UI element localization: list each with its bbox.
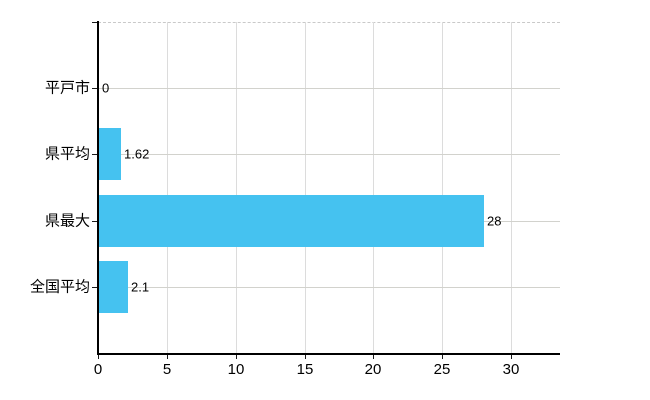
x-axis-tick bbox=[373, 353, 374, 359]
category-label: 県最大 bbox=[44, 212, 90, 230]
gridline-horizontal bbox=[98, 88, 560, 89]
x-axis-tick-label: 25 bbox=[433, 361, 451, 378]
bar bbox=[99, 261, 128, 313]
x-axis-tick-label: 30 bbox=[502, 361, 520, 378]
bar-value-label: 2.1 bbox=[131, 279, 150, 295]
bar bbox=[99, 128, 121, 180]
bar-value-label: 1.62 bbox=[124, 146, 150, 162]
category-label: 県平均 bbox=[44, 145, 90, 163]
x-axis-tick-label: 15 bbox=[296, 361, 314, 378]
gridline-vertical bbox=[442, 22, 443, 353]
gridline-vertical bbox=[236, 22, 237, 353]
category-label: 平戸市 bbox=[44, 79, 90, 97]
y-axis-tick bbox=[92, 88, 98, 89]
x-axis-tick-label: 5 bbox=[162, 361, 172, 378]
gridline-vertical bbox=[167, 22, 168, 353]
bar-value-label: 0 bbox=[102, 80, 110, 96]
x-axis-tick bbox=[511, 353, 512, 359]
y-axis-tick bbox=[92, 221, 98, 222]
y-axis-line bbox=[97, 21, 99, 355]
x-axis-tick-label: 10 bbox=[227, 361, 245, 378]
bar bbox=[99, 195, 484, 247]
x-axis-tick bbox=[98, 353, 99, 359]
x-axis-tick-label: 20 bbox=[364, 361, 382, 378]
x-axis-line bbox=[97, 353, 560, 355]
x-axis-tick-label: 0 bbox=[93, 361, 103, 378]
y-axis-tick bbox=[92, 287, 98, 288]
gridline-vertical bbox=[511, 22, 512, 353]
y-axis-tick bbox=[92, 22, 98, 23]
x-axis-tick bbox=[442, 353, 443, 359]
gridline-vertical bbox=[305, 22, 306, 353]
category-label: 全国平均 bbox=[29, 278, 90, 296]
x-axis-tick bbox=[305, 353, 306, 359]
plot-top-border bbox=[98, 22, 560, 23]
bar-value-label: 28 bbox=[487, 213, 502, 229]
gridline-horizontal bbox=[98, 154, 560, 155]
gridline-vertical bbox=[373, 22, 374, 353]
y-axis-tick bbox=[92, 154, 98, 155]
x-axis-tick bbox=[167, 353, 168, 359]
gridline-horizontal bbox=[98, 287, 560, 288]
x-axis-tick bbox=[236, 353, 237, 359]
